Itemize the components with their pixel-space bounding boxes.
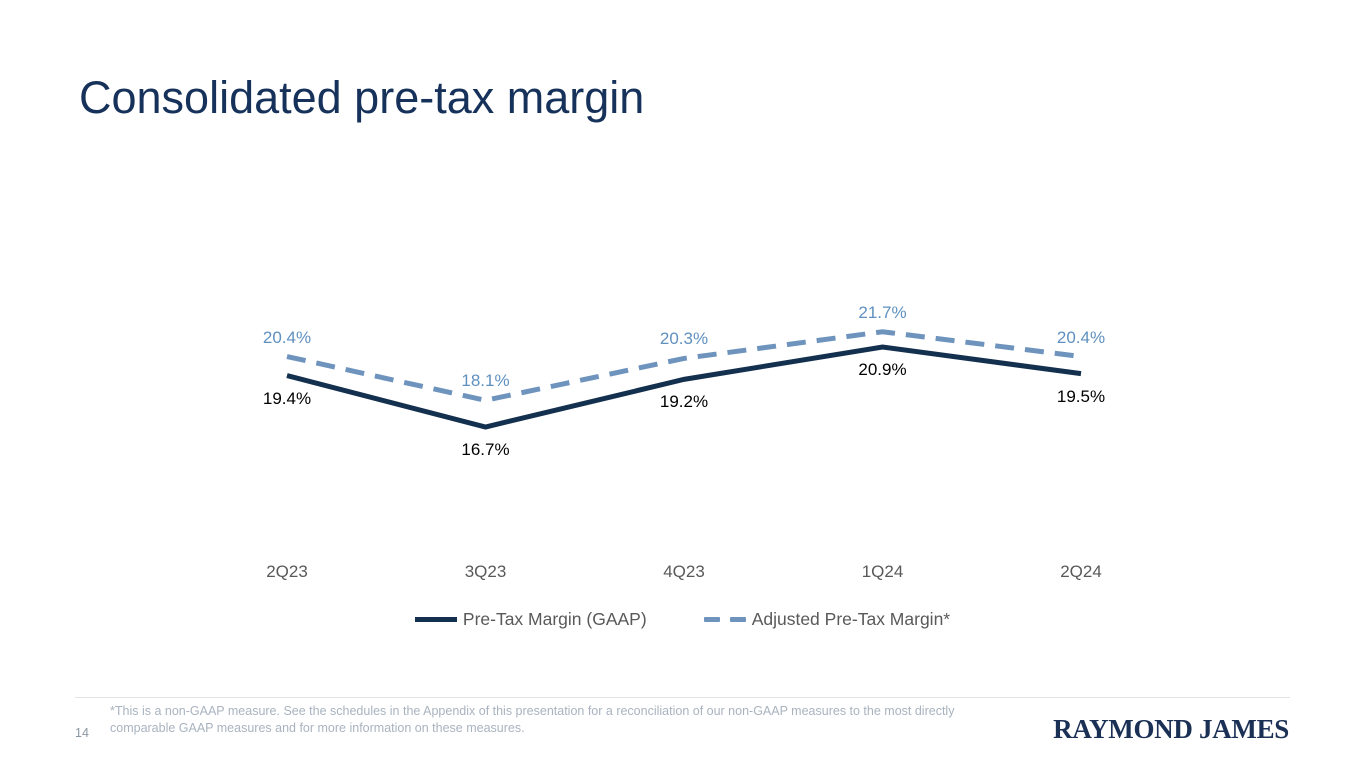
data-label-gaap-1Q24: 20.9% [858, 359, 907, 379]
x-axis-label-4Q23: 4Q23 [663, 562, 705, 581]
legend-item-gaap: Pre-Tax Margin (GAAP) [414, 609, 647, 630]
gaap-line [286, 344, 1082, 430]
x-axis-label-3Q23: 3Q23 [464, 562, 507, 581]
x-axis-label-2Q24: 2Q24 [1060, 562, 1102, 581]
adjusted-line [286, 329, 1082, 403]
raymond-james-logo: RAYMOND JAMES [1053, 714, 1289, 744]
chart-legend: Pre-Tax Margin (GAAP) Adjusted Pre-Tax M… [0, 609, 1365, 630]
legend-item-adjusted: Adjusted Pre-Tax Margin* [703, 609, 951, 630]
legend-label-gaap: Pre-Tax Margin (GAAP) [462, 609, 647, 629]
data-label-gaap-2Q23: 19.4% [262, 388, 312, 408]
dashed-line-swatch-icon [703, 617, 746, 622]
footer-divider [75, 697, 1290, 698]
data-label-adjusted-2Q23: 20.4% [262, 327, 312, 347]
page-number: 14 [75, 726, 89, 740]
solid-line-swatch-icon [414, 617, 457, 622]
data-label-adjusted-1Q24: 21.7% [858, 302, 907, 322]
x-axis-label-1Q24: 1Q24 [861, 562, 904, 581]
data-label-gaap-4Q23: 19.2% [659, 392, 709, 412]
data-label-gaap-2Q24: 19.5% [1056, 386, 1106, 406]
page-title: Consolidated pre-tax margin [79, 72, 645, 123]
footnote: *This is a non-GAAP measure. See the sch… [110, 704, 955, 735]
legend-label-adjusted: Adjusted Pre-Tax Margin* [751, 609, 951, 629]
data-label-adjusted-3Q23: 18.1% [461, 371, 510, 391]
data-label-gaap-3Q23: 16.7% [461, 440, 510, 459]
x-axis-label-2Q23: 2Q23 [266, 562, 308, 581]
data-label-adjusted-4Q23: 20.3% [659, 329, 709, 349]
data-label-adjusted-2Q24: 20.4% [1056, 327, 1106, 347]
